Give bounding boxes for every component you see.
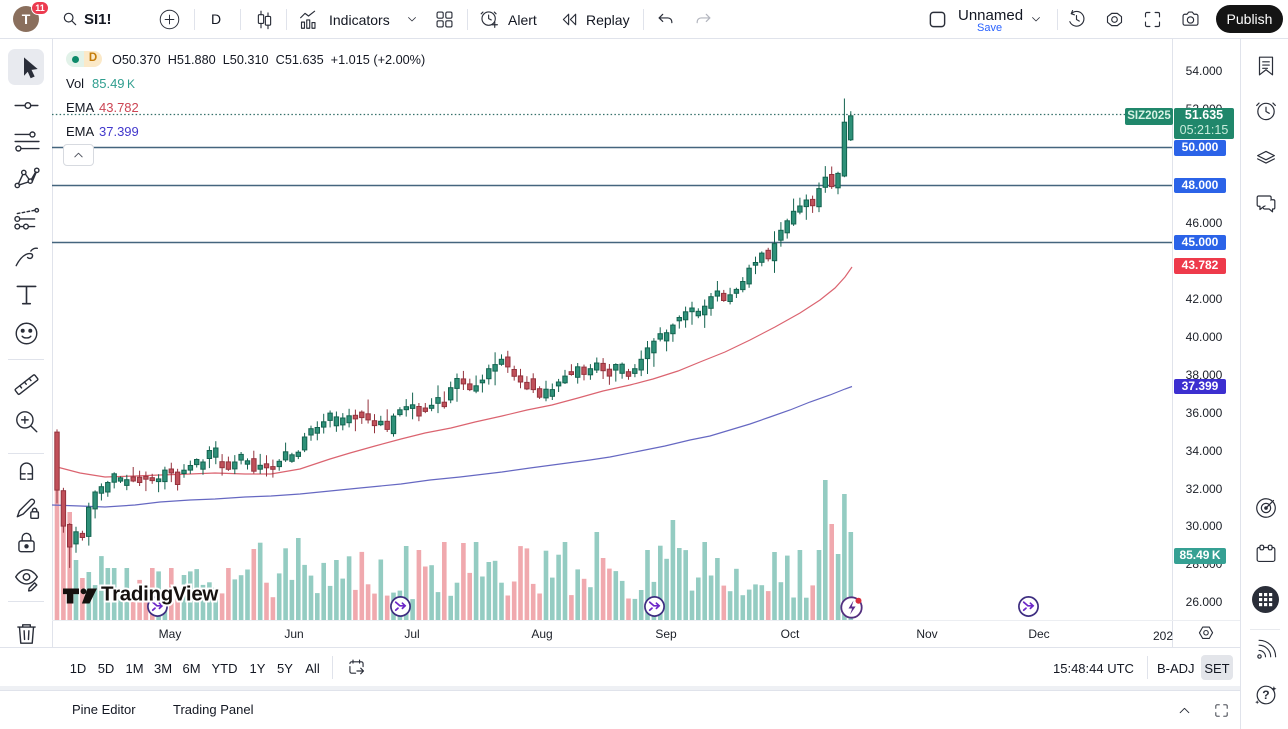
svg-text:?: ? xyxy=(1262,688,1269,702)
svg-text:TradingView: TradingView xyxy=(101,583,218,606)
